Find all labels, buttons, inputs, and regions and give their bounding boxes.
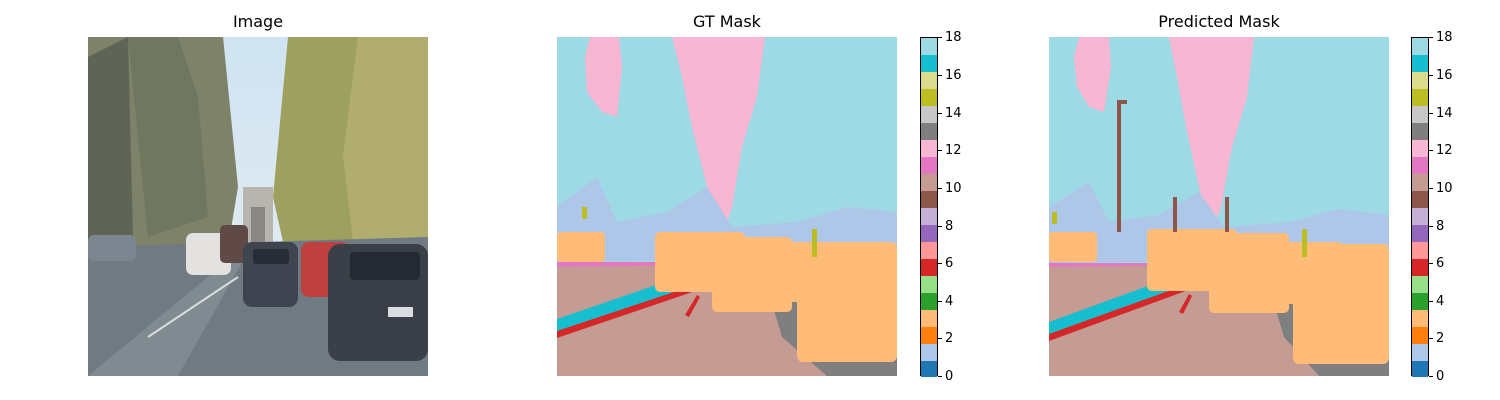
gt-colorbar-swatch: [921, 72, 937, 89]
gt-colorbar-swatch: [921, 140, 937, 157]
gt-colorbar-tick: 4: [945, 294, 954, 309]
pred-colorbar-swatch: [1412, 72, 1428, 89]
gt-mask: [557, 37, 897, 376]
pred-colorbar-swatch: [1412, 310, 1428, 327]
gt-colorbar-swatch: [921, 344, 937, 361]
gt-colorbar-swatch: [921, 327, 937, 344]
predicted-mask-title: Predicted Mask: [1158, 12, 1280, 31]
pred-colorbar-swatch: [1412, 327, 1428, 344]
pred-colorbar-tick: 16: [1436, 68, 1453, 83]
predicted-mask: [1049, 37, 1389, 376]
pred-colorbar-tick: 6: [1436, 256, 1445, 271]
pred-colorbar-swatch: [1412, 242, 1428, 259]
gt-colorbar-swatch: [921, 174, 937, 191]
gt-colorbar-tick: 8: [945, 219, 954, 234]
pred-colorbar-tick: 14: [1436, 106, 1453, 121]
gt-colorbar-swatch: [921, 293, 937, 310]
gt-colorbar-swatch: [921, 55, 937, 72]
pred-colorbar-swatch: [1412, 38, 1428, 55]
pred-colorbar-tick: 2: [1436, 331, 1445, 346]
pred-colorbar-swatch: [1412, 276, 1428, 293]
street-photo: [88, 37, 428, 376]
gt-colorbar-swatch: [921, 123, 937, 140]
pred-colorbar-tick: 8: [1436, 219, 1445, 234]
gt-colorbar-swatch: [921, 38, 937, 55]
pred-colorbar-swatch: [1412, 259, 1428, 276]
gt-colorbar: [920, 37, 938, 377]
pred-colorbar-swatch: [1412, 106, 1428, 123]
pred-colorbar-swatch: [1412, 140, 1428, 157]
gt-colorbar-swatch: [921, 208, 937, 225]
pred-colorbar-swatch: [1412, 55, 1428, 72]
pred-colorbar-swatch: [1412, 174, 1428, 191]
pred-colorbar-swatch: [1412, 361, 1428, 377]
pred-colorbar: [1411, 37, 1429, 377]
gt-colorbar-tick: 6: [945, 256, 954, 271]
pred-colorbar-swatch: [1412, 191, 1428, 208]
gt-colorbar-tick: 2: [945, 331, 954, 346]
gt-colorbar-tick: 16: [945, 68, 962, 83]
gt-colorbar-swatch: [921, 361, 937, 377]
gt-colorbar-swatch: [921, 225, 937, 242]
pred-colorbar-swatch: [1412, 157, 1428, 174]
pred-colorbar-tick: 12: [1436, 143, 1453, 158]
gt-colorbar-tick: 0: [945, 369, 954, 384]
gt-colorbar-tick: 14: [945, 106, 962, 121]
gt-colorbar-swatch: [921, 310, 937, 327]
gt-colorbar-tick: 18: [945, 30, 962, 45]
gt-colorbar-tick: 12: [945, 143, 962, 158]
pred-colorbar-swatch: [1412, 225, 1428, 242]
pred-colorbar-swatch: [1412, 123, 1428, 140]
pred-colorbar-tick: 4: [1436, 294, 1445, 309]
gt-mask-title: GT Mask: [693, 12, 761, 31]
gt-colorbar-swatch: [921, 242, 937, 259]
pred-colorbar-tick: 0: [1436, 369, 1445, 384]
gt-colorbar-swatch: [921, 157, 937, 174]
pred-colorbar-swatch: [1412, 293, 1428, 310]
gt-colorbar-swatch: [921, 276, 937, 293]
pred-colorbar-swatch: [1412, 344, 1428, 361]
gt-colorbar-swatch: [921, 89, 937, 106]
image-title: Image: [232, 12, 284, 31]
gt-colorbar-tick: 10: [945, 181, 962, 196]
pred-colorbar-tick: 18: [1436, 30, 1453, 45]
pred-colorbar-tick: 10: [1436, 181, 1453, 196]
gt-colorbar-swatch: [921, 191, 937, 208]
pred-colorbar-swatch: [1412, 89, 1428, 106]
gt-colorbar-swatch: [921, 259, 937, 276]
gt-colorbar-swatch: [921, 106, 937, 123]
pred-colorbar-swatch: [1412, 208, 1428, 225]
